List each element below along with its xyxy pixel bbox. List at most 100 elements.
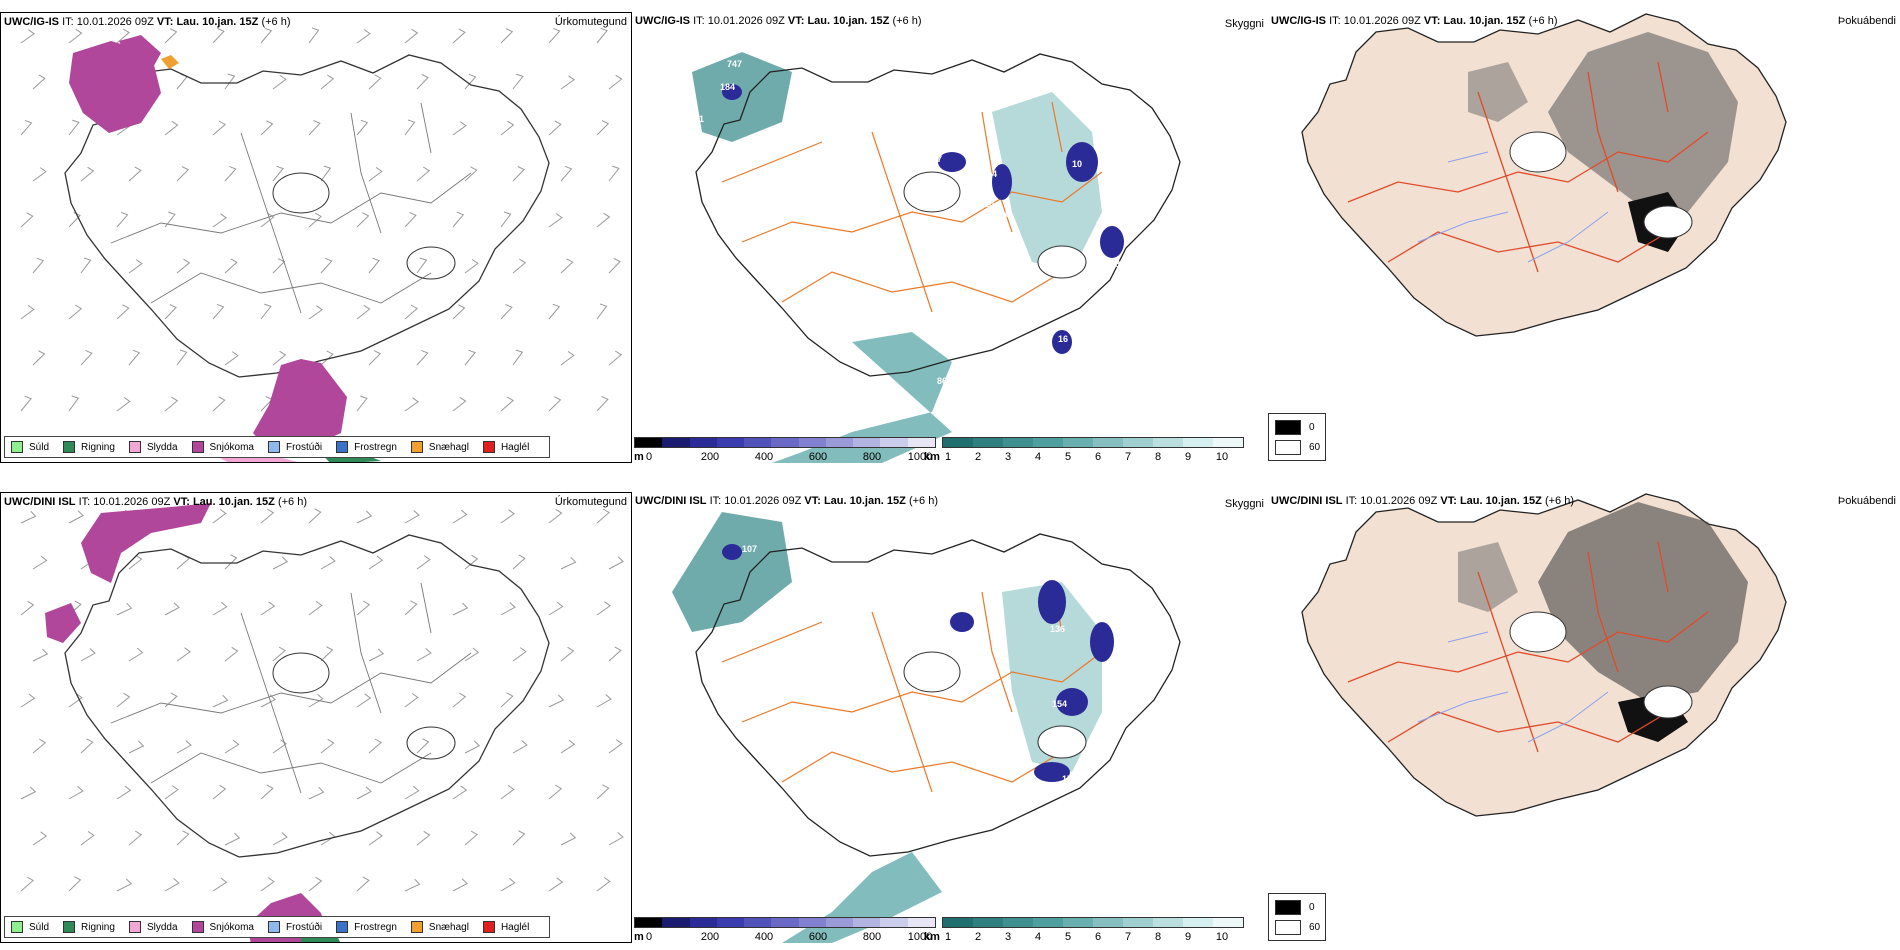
- wind-barb: [128, 349, 141, 366]
- cloudbase-value-label: 10: [1000, 209, 1010, 219]
- fog-legend-swatch: [1275, 900, 1301, 915]
- wind-barb: [320, 165, 332, 182]
- cloudbase-value-label: 10: [1072, 159, 1082, 169]
- wind-barb: [224, 258, 238, 274]
- wind-barb: [452, 121, 467, 136]
- panel-title-precip-2: Úrkomutegund: [554, 496, 627, 508]
- tick-label: 600: [808, 931, 828, 943]
- wind-barb: [20, 600, 35, 616]
- tick-label: 2: [974, 931, 982, 943]
- wind-barb: [452, 211, 465, 228]
- wind-barb: [560, 75, 575, 90]
- wind-barb: [308, 693, 324, 708]
- iceland-coastline-2: [695, 53, 1181, 377]
- fog-shade-2: [1458, 542, 1518, 612]
- legend-label: Súld: [29, 441, 50, 453]
- cloudbase-value-label: 10: [984, 199, 994, 209]
- legend-item: Súld: [11, 441, 49, 453]
- panel-header-3: UWC/IG-IS IT: 10.01.2026 09Z VT: Lau. 10…: [1271, 15, 1557, 27]
- cloudbase-value-label: 136: [1050, 624, 1065, 634]
- vt-label: VT:: [1423, 15, 1441, 27]
- wind-barb: [32, 350, 46, 366]
- roads-2: [721, 101, 1103, 313]
- fog-legend-label: 0: [1309, 422, 1315, 433]
- cloudbase-value-label: 184: [720, 82, 735, 92]
- panel-header-2: UWC/IG-IS IT: 10.01.2026 09Z VT: Lau. 10…: [635, 15, 921, 27]
- wind-barb: [224, 739, 240, 754]
- wind-barb: [368, 738, 382, 754]
- rivers-fog-2: [1417, 631, 1609, 743]
- glacier-1a: [272, 172, 330, 214]
- panel-header-1: UWC/IG-IS IT: 10.01.2026 09Z VT: Lau. 10…: [4, 16, 290, 28]
- cloudbase-colorbar-strip: [634, 437, 936, 448]
- colorbar-segment: [1123, 918, 1153, 927]
- model-name: UWC/IG-IS: [635, 15, 690, 27]
- wind-barb: [320, 831, 336, 846]
- tick-label: 8: [1154, 451, 1162, 463]
- wind-barb: [548, 601, 564, 616]
- tick-label: 1: [944, 931, 952, 943]
- wind-barb: [596, 212, 611, 228]
- colorbar-segment: [771, 438, 799, 447]
- colorbar-segment: [1003, 438, 1033, 447]
- wind-barb: [596, 784, 610, 800]
- wind-barb: [608, 646, 622, 662]
- legend-swatch: [410, 921, 423, 933]
- cloudbase-value-label: 19: [972, 744, 982, 754]
- wind-barb: [272, 556, 289, 570]
- lead-time: (+6 h): [261, 16, 291, 28]
- tick-label: 6: [1094, 931, 1102, 943]
- wind-barb: [176, 258, 191, 274]
- wind-barb: [68, 395, 80, 412]
- roads-1: [110, 102, 472, 314]
- visibility-colorbar-strip: [942, 917, 1244, 928]
- colorbar-segment: [880, 918, 908, 927]
- legend-swatch: [191, 441, 204, 453]
- wind-barb: [548, 303, 561, 320]
- legend-swatch: [336, 921, 349, 933]
- legend-label: Slydda: [146, 441, 178, 453]
- colorbar-segment: [973, 918, 1003, 927]
- colorbar-segment: [1153, 918, 1183, 927]
- wind-barb: [452, 785, 468, 800]
- tick-label: 200: [700, 451, 720, 463]
- colorbar-segment: [1093, 918, 1123, 927]
- tick-label: 0: [645, 931, 653, 943]
- legend-swatch: [336, 441, 349, 453]
- fog-map-1: [1301, 13, 1787, 337]
- wind-barb: [272, 258, 286, 274]
- wind-barb: [500, 396, 514, 412]
- cloudbase-value-label: 19: [972, 624, 982, 634]
- vt-label: VT:: [156, 16, 174, 28]
- wind-barb: [548, 27, 561, 44]
- wind-barb: [560, 258, 574, 274]
- cloudbase-blob: [1090, 622, 1114, 662]
- wind-barb: [500, 784, 515, 800]
- wind-barb: [260, 508, 275, 524]
- wind-barb: [452, 602, 469, 616]
- wind-barb: [212, 213, 227, 228]
- model-name: UWC/DINI ISL: [635, 495, 707, 507]
- wind-barb: [260, 694, 276, 708]
- tick-label: 1000: [907, 451, 933, 463]
- glacier-1b: [406, 246, 456, 280]
- wind-barb: [32, 738, 47, 754]
- wind-barb: [272, 646, 286, 662]
- legend-swatch: [128, 921, 141, 933]
- roads-3: [110, 582, 472, 794]
- wind-barb: [20, 786, 37, 800]
- wind-barb: [176, 647, 191, 662]
- vt-value: Lau. 10.jan. 15Z: [176, 16, 259, 28]
- wind-barb: [464, 349, 476, 366]
- cloud-labels-2: 143 107 102 19 136 14 154 174 19: [742, 512, 1077, 784]
- wind-barb: [20, 119, 33, 136]
- cloudbase-value-label: 154: [1052, 699, 1067, 709]
- fog-legend-item: 60: [1275, 440, 1320, 455]
- wind-barb: [548, 508, 563, 524]
- glacier-fog-2b: [1643, 685, 1693, 719]
- wind-barb: [320, 257, 333, 274]
- colorbar-segment: [798, 918, 826, 927]
- wind-barb: [128, 554, 143, 570]
- wind-barb: [500, 28, 514, 44]
- colorbar-segment: [880, 438, 908, 447]
